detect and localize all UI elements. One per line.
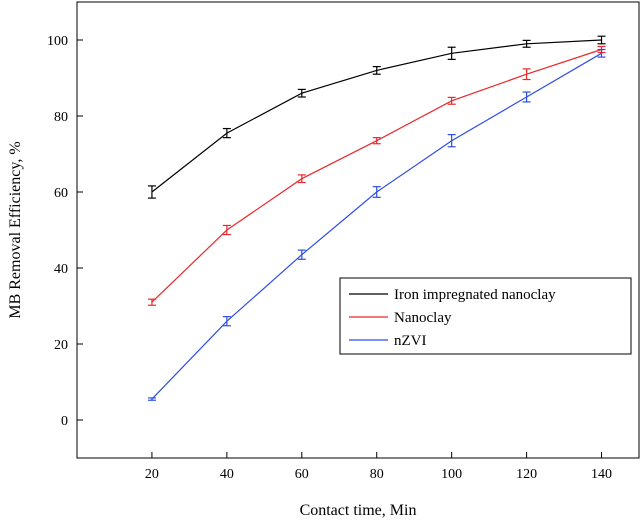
x-axis-title: Contact time, Min — [300, 502, 417, 519]
x-tick-label: 40 — [220, 467, 234, 482]
y-tick-label: 20 — [54, 338, 68, 353]
y-tick-label: 80 — [54, 110, 68, 125]
x-axis-ticks: 20 40 60 80 100 120 140 — [145, 452, 612, 482]
x-tick-label: 140 — [591, 467, 612, 482]
series-layer — [147, 35, 606, 401]
x-tick-label: 80 — [370, 467, 384, 482]
legend-label: nZVI — [394, 333, 427, 349]
legend-box — [339, 277, 632, 355]
y-axis-ticks: 0 20 40 60 80 100 — [47, 34, 83, 429]
y-tick-label: 0 — [61, 414, 68, 429]
y-axis-title: MB Removal Efficiency, % — [7, 141, 24, 318]
series-line — [151, 48, 602, 303]
series-group — [147, 45, 606, 306]
y-tick-label: 100 — [47, 34, 68, 49]
y-tick-label: 60 — [54, 186, 68, 201]
legend-label: Iron impregnated nanoclay — [394, 287, 556, 303]
plot-frame — [76, 1, 640, 459]
x-tick-label: 100 — [441, 467, 462, 482]
series-group — [147, 48, 606, 401]
x-tick-label: 60 — [295, 467, 309, 482]
x-tick-label: 20 — [145, 467, 159, 482]
series-group — [147, 35, 606, 199]
series-line — [151, 39, 602, 193]
x-tick-label: 120 — [516, 467, 537, 482]
legend-label: Nanoclay — [394, 310, 452, 326]
legend: Iron impregnated nanoclay Nanoclay nZVI — [339, 277, 632, 355]
y-tick-label: 40 — [54, 262, 68, 277]
